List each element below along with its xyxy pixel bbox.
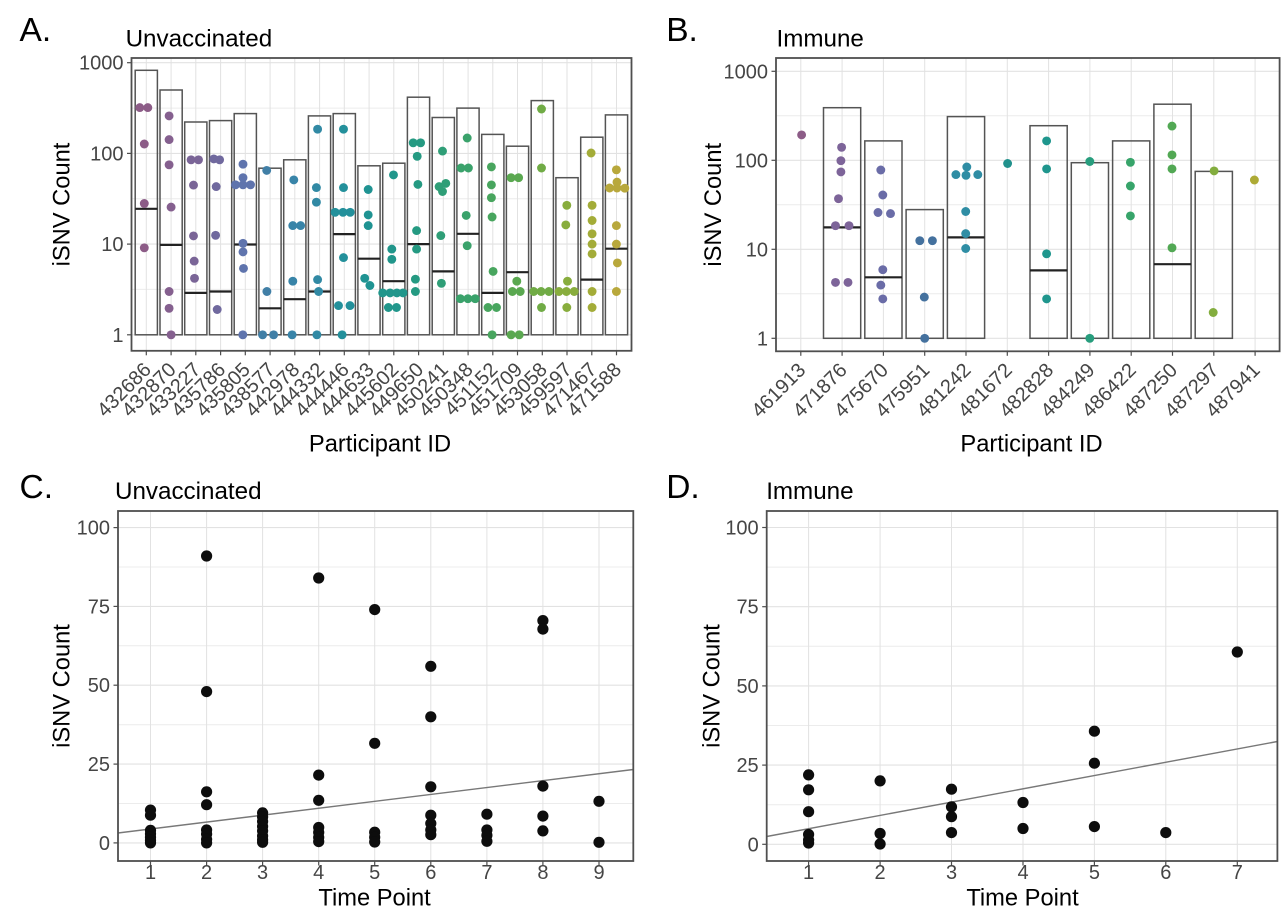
svg-text:1: 1 (757, 328, 768, 350)
svg-text:25: 25 (736, 755, 758, 777)
svg-text:10: 10 (101, 234, 123, 256)
svg-text:75: 75 (88, 596, 110, 618)
svg-text:1000: 1000 (724, 61, 769, 83)
svg-text:iSNV Count: iSNV Count (50, 142, 76, 266)
svg-text:Time Point: Time Point (318, 885, 431, 911)
svg-text:0: 0 (99, 833, 110, 855)
svg-text:Unvaccinated: Unvaccinated (115, 478, 262, 505)
svg-text:Participant ID: Participant ID (309, 432, 451, 458)
svg-text:2: 2 (201, 862, 212, 884)
svg-text:D.: D. (666, 469, 700, 506)
svg-text:7: 7 (481, 862, 492, 884)
svg-text:2: 2 (875, 862, 886, 884)
svg-text:1: 1 (803, 862, 814, 884)
svg-text:100: 100 (735, 150, 768, 172)
svg-text:8: 8 (537, 862, 548, 884)
svg-text:10: 10 (746, 239, 768, 261)
svg-text:Participant ID: Participant ID (960, 432, 1102, 458)
svg-text:100: 100 (725, 518, 758, 540)
svg-text:3: 3 (946, 862, 957, 884)
svg-text:7: 7 (1232, 862, 1243, 884)
svg-text:100: 100 (90, 143, 123, 165)
svg-text:9: 9 (593, 862, 604, 884)
svg-text:Immune: Immune (777, 26, 864, 53)
svg-text:0: 0 (748, 834, 759, 856)
svg-text:A.: A. (20, 12, 52, 49)
svg-text:100: 100 (77, 518, 110, 540)
svg-text:iSNV Count: iSNV Count (701, 143, 727, 267)
svg-text:4: 4 (313, 862, 324, 884)
svg-text:6: 6 (425, 862, 436, 884)
svg-text:50: 50 (88, 675, 110, 697)
svg-text:5: 5 (1089, 862, 1100, 884)
svg-text:50: 50 (736, 676, 758, 698)
svg-text:B.: B. (666, 12, 698, 49)
svg-text:C.: C. (20, 469, 54, 506)
svg-text:iSNV Count: iSNV Count (700, 624, 726, 748)
svg-text:1000: 1000 (79, 53, 124, 75)
svg-text:5: 5 (369, 862, 380, 884)
svg-text:3: 3 (257, 862, 268, 884)
svg-text:6: 6 (1160, 862, 1171, 884)
svg-text:25: 25 (88, 754, 110, 776)
svg-text:Immune: Immune (766, 478, 853, 505)
svg-text:Unvaccinated: Unvaccinated (126, 26, 273, 53)
svg-text:75: 75 (736, 597, 758, 619)
svg-text:4: 4 (1017, 862, 1028, 884)
svg-text:1: 1 (112, 325, 123, 347)
svg-text:1: 1 (145, 862, 156, 884)
svg-text:Time Point: Time Point (966, 885, 1079, 911)
svg-text:iSNV Count: iSNV Count (50, 624, 76, 748)
